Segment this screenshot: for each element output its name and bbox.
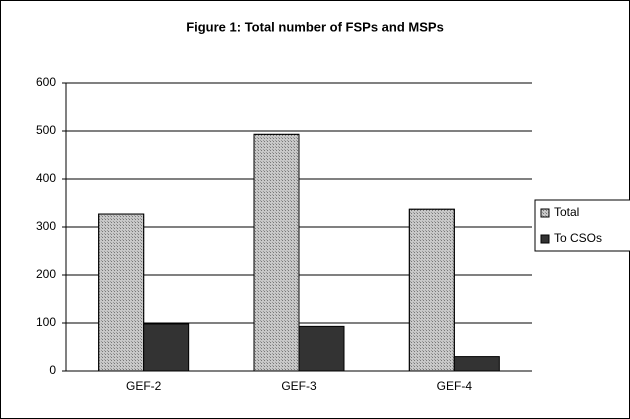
y-tick-label: 600 xyxy=(36,75,56,89)
y-tick-label: 500 xyxy=(36,123,56,137)
y-tick-label: 300 xyxy=(36,219,56,233)
y-tick-label: 0 xyxy=(49,363,56,377)
bar xyxy=(298,325,345,372)
bar-hatch xyxy=(253,133,300,372)
legend-swatch xyxy=(540,234,550,244)
chart-title: Figure 1: Total number of FSPs and MSPs xyxy=(186,19,444,34)
x-tick-label: GEF-4 xyxy=(437,379,473,393)
y-tick-label: 200 xyxy=(36,267,56,281)
legend-swatch-hatch xyxy=(540,208,550,218)
legend-label: Total xyxy=(554,205,579,219)
bar xyxy=(453,356,500,372)
y-tick-label: 100 xyxy=(36,315,56,329)
bar-hatch xyxy=(408,208,455,372)
x-tick-label: GEF-3 xyxy=(281,379,317,393)
x-tick-label: GEF-2 xyxy=(126,379,162,393)
legend-box xyxy=(534,199,630,252)
bar-hatch xyxy=(98,213,145,372)
y-tick-label: 400 xyxy=(36,171,56,185)
bar xyxy=(143,323,190,372)
legend-label: To CSOs xyxy=(554,231,602,245)
